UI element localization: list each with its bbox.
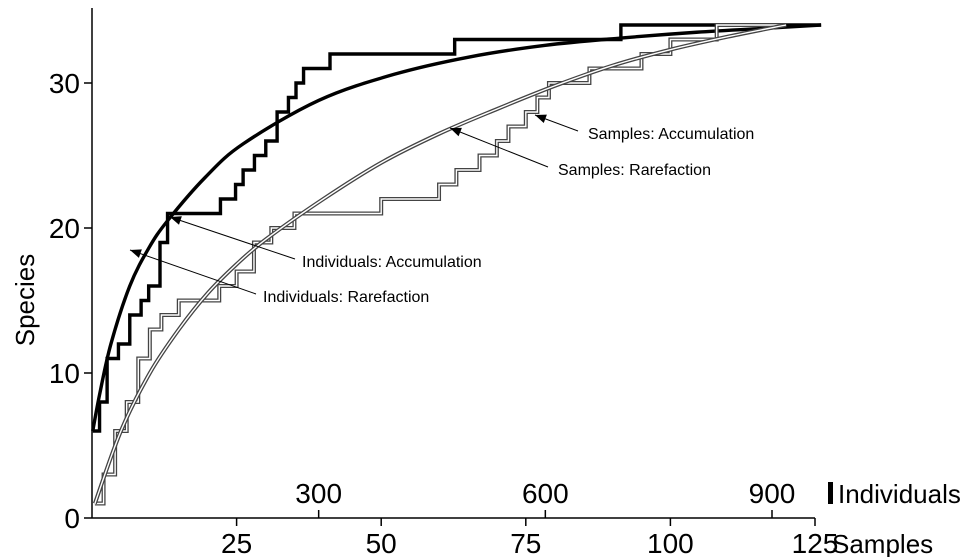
- series-samples-accumulation: [94, 23, 787, 506]
- annotation-arrow-head: [535, 114, 547, 124]
- annotation-label: Samples: Rarefaction: [558, 162, 711, 179]
- y-tick-label: 0: [64, 503, 80, 534]
- y-axis-title: Species: [10, 254, 40, 347]
- annotations: Samples: Accumulation Samples: Rarefactio…: [129, 114, 754, 306]
- annotation-arrow-head: [170, 216, 182, 225]
- axes: [91, 8, 815, 519]
- x-top-tick-label: 900: [749, 478, 796, 509]
- series-samples-rarefaction: [93, 23, 787, 505]
- ticks: 0 10 20 30 25 50 75 100 125 300 600 900: [49, 68, 839, 557]
- annotation-samples-rarefaction: Samples: Rarefaction: [449, 127, 711, 179]
- x-top-tick-label: 300: [295, 478, 342, 509]
- annotation-label: Samples: Accumulation: [588, 126, 754, 143]
- annotation-label: Individuals: Accumulation: [302, 254, 482, 271]
- y-tick-label: 10: [49, 358, 80, 389]
- x-bottom-tick-label: 100: [647, 528, 694, 557]
- x-top-tick-label: 600: [522, 478, 569, 509]
- x-axis-title-samples: Samples: [832, 529, 933, 557]
- series-line-inner: [94, 24, 787, 505]
- series-line-inner: [94, 24, 787, 504]
- y-tick-label: 30: [49, 68, 80, 99]
- annotation-arrow-line: [169, 216, 296, 260]
- annotation-individuals-rarefaction: Individuals: Rarefaction: [129, 249, 429, 306]
- x-axis-title-individuals: Individuals: [838, 479, 961, 509]
- x-bottom-tick-label: 125: [792, 528, 839, 557]
- annotation-arrow-line: [449, 127, 549, 168]
- x-bottom-tick-label: 25: [221, 528, 252, 557]
- curves: [91, 23, 822, 506]
- annotation-arrow-head: [130, 249, 142, 258]
- annotation-label: Individuals: Rarefaction: [263, 289, 429, 306]
- series-individuals-rarefaction: [91, 23, 822, 432]
- series-individuals-accumulation: [92, 23, 822, 433]
- annotation-samples-accumulation: Samples: Accumulation: [534, 114, 754, 143]
- x-bottom-tick-label: 75: [510, 528, 541, 557]
- individuals-label-bar: [828, 482, 833, 504]
- x-bottom-tick-label: 50: [366, 528, 397, 557]
- y-tick-label: 20: [49, 213, 80, 244]
- annotation-arrow-head: [450, 127, 462, 137]
- annotation-individuals-accumulation: Individuals: Accumulation: [169, 216, 482, 271]
- annotation-arrow-line: [129, 249, 257, 295]
